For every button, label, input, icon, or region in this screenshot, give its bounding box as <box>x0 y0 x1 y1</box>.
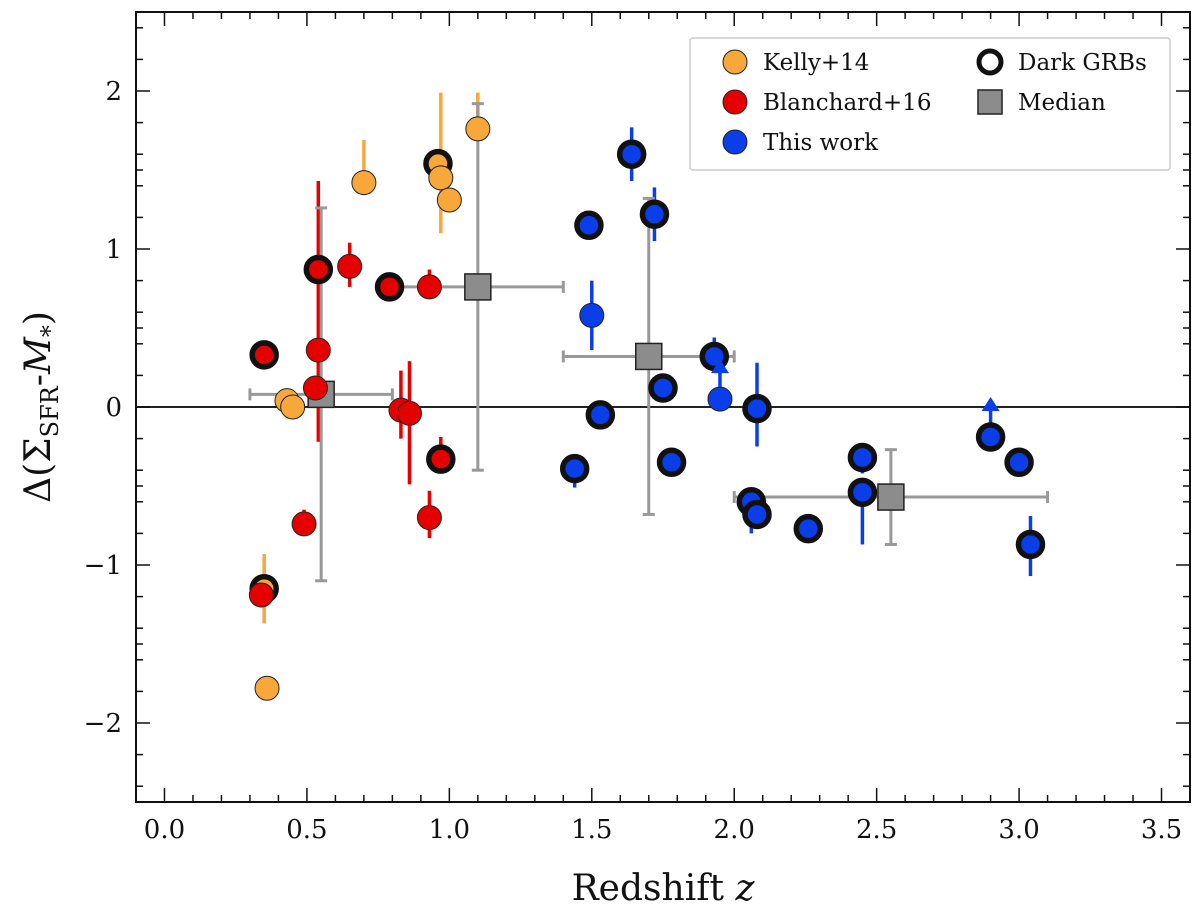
dark-grb-point <box>847 442 878 473</box>
dark-grb-point <box>648 373 678 403</box>
dark-grb-point <box>639 199 670 229</box>
dark-grb-point <box>847 477 878 508</box>
median-marker <box>464 273 492 301</box>
dark-grb-point <box>574 210 604 241</box>
y-axis-title: Δ(ΣSFR-M*) <box>18 311 64 503</box>
median-marker <box>877 483 905 511</box>
dark-grb-point <box>1015 529 1046 560</box>
data-point <box>248 582 274 608</box>
dark-grb-point <box>585 400 616 430</box>
legend-marker <box>976 48 1004 76</box>
dark-grb-point <box>742 393 772 424</box>
dark-grb-point <box>793 513 824 544</box>
x-axis-title: Redshift z <box>572 868 756 909</box>
legend-marker <box>722 89 748 115</box>
data-point <box>416 274 442 300</box>
data-point <box>428 165 454 191</box>
dark-grb-point <box>616 139 647 169</box>
data-point <box>280 394 306 420</box>
legend-label: Dark GRBs <box>1018 50 1147 76</box>
data-point <box>337 253 363 279</box>
legend-label: Kelly+14 <box>763 50 869 76</box>
x-tick-label: 3.5 <box>1141 815 1182 845</box>
legend: Kelly+14 Blanchard+16 This work Dark GRBs Me… <box>689 37 1171 171</box>
data-point <box>302 375 328 401</box>
dark-grb-point <box>303 254 334 285</box>
legend-label: This work <box>763 130 879 156</box>
y-tick-label: 0 <box>105 393 122 423</box>
dark-grb-point <box>559 453 590 484</box>
data-point <box>254 675 280 701</box>
legend-label: Blanchard+16 <box>763 90 931 116</box>
x-tick-label: 0.5 <box>286 815 327 845</box>
dark-grb-point <box>374 272 405 302</box>
data-point <box>436 187 462 213</box>
y-tick-label: −2 <box>84 709 122 739</box>
tick-layer: 0.0 0.5 1.0 1.5 2.0 2.5 3.0 3.5 −2 −1 0 1 2 <box>84 11 1191 845</box>
data-point <box>465 116 491 142</box>
x-tick-label: 1.0 <box>429 815 470 845</box>
legend-marker <box>977 89 1003 115</box>
data-point <box>351 170 377 196</box>
data-point <box>396 400 422 426</box>
dark-grb-point <box>656 447 687 478</box>
y-tick-label: 2 <box>105 77 122 107</box>
legend-marker <box>722 49 748 75</box>
dark-grb-point <box>742 499 772 530</box>
legend-marker <box>722 129 748 155</box>
x-tick-label: 0.0 <box>144 815 185 845</box>
median-marker <box>635 342 663 371</box>
data-point <box>305 337 331 363</box>
y-tick-label: 1 <box>105 235 122 265</box>
x-tick-label: 2.5 <box>856 815 897 845</box>
data-point <box>707 386 733 412</box>
point-layer <box>248 116 1046 701</box>
dark-grb-point <box>249 340 279 370</box>
data-point <box>291 511 317 537</box>
dark-grb-point <box>426 444 456 474</box>
legend-label: Median <box>1018 90 1106 116</box>
dark-grb-point <box>1004 447 1034 478</box>
data-point <box>416 505 442 531</box>
dark-grb-point <box>975 422 1006 452</box>
y-tick-label: −1 <box>84 551 122 581</box>
lower-limit-arrow <box>710 359 729 374</box>
lower-limit-arrow <box>981 397 1000 412</box>
x-tick-label: 3.0 <box>998 815 1039 845</box>
x-tick-label: 2.0 <box>714 815 755 845</box>
data-point <box>579 302 605 328</box>
x-tick-label: 1.5 <box>571 815 612 845</box>
legend-box <box>689 37 1171 171</box>
